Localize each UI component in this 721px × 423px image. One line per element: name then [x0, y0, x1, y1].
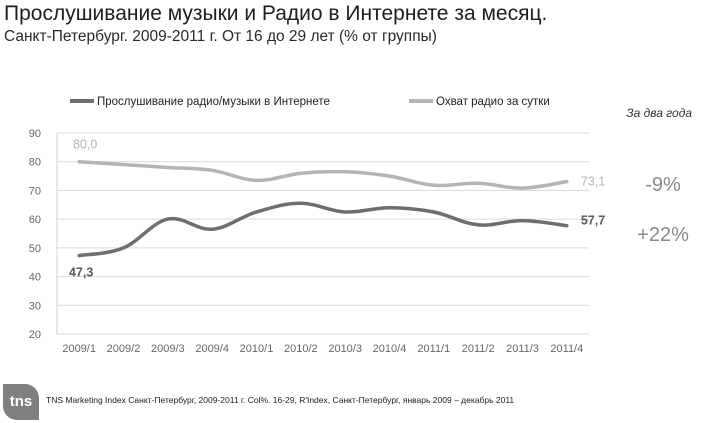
legend-item-internet: Прослушивание радио/музыки в Интернете	[97, 96, 330, 108]
logo-text: tns	[9, 393, 33, 410]
y-tick-label: 60	[29, 214, 41, 226]
x-tick-label: 2009/2	[107, 343, 141, 355]
y-tick-label: 20	[29, 329, 41, 341]
y-axis-ticks: 20 30 40 50 60 70 80 90	[29, 128, 41, 341]
tns-logo: tns	[3, 384, 39, 420]
x-tick-label: 2009/4	[195, 343, 229, 355]
x-tick-label: 2011/3	[506, 343, 539, 355]
x-tick-label: 2011/1	[417, 343, 450, 355]
x-tick-label: 2010/4	[373, 343, 407, 355]
legend-item-radio: Охват радио за сутки	[436, 96, 550, 108]
series-line-internet	[77, 201, 569, 258]
x-axis-ticks: 2009/1 2009/2 2009/3 2009/4 2010/1 2010/2 2010…	[62, 343, 583, 355]
change-internet: +22%	[637, 224, 689, 246]
x-tick-label: 2009/3	[151, 343, 185, 355]
x-tick-label: 2009/1	[62, 343, 96, 355]
data-label-end-radio: 73,1	[581, 175, 605, 189]
y-tick-label: 30	[29, 300, 41, 312]
period-label: За два года	[626, 106, 692, 120]
data-label-start-internet: 47,3	[69, 266, 93, 280]
x-tick-label: 2010/1	[240, 343, 274, 355]
chart-subtitle: Санкт-Петербург. 2009-2011 г. От 16 до 2…	[4, 28, 437, 45]
data-label-end-internet: 57,7	[581, 214, 605, 228]
x-tick-label: 2010/2	[284, 343, 318, 355]
y-tick-label: 90	[29, 128, 41, 140]
change-radio: -9%	[645, 174, 681, 196]
series-line-radio	[77, 159, 569, 190]
x-tick-label: 2011/4	[550, 343, 583, 355]
y-tick-label: 80	[29, 157, 41, 169]
grid	[56, 132, 589, 335]
chart-title: Прослушивание музыки и Радио в Интернете…	[4, 2, 548, 25]
series-lines	[77, 159, 569, 258]
data-label-start-radio: 80,0	[73, 138, 97, 152]
data-labels: 47,3 57,7 80,0 73,1 За два года -9% +22%	[69, 106, 692, 280]
y-tick-label: 50	[29, 243, 41, 255]
y-tick-label: 40	[29, 272, 41, 284]
x-tick-label: 2010/3	[328, 343, 362, 355]
source-note: TNS Marketing Index Санкт-Петербург, 200…	[46, 395, 515, 405]
legend: Прослушивание радио/музыки в Интернете Ох…	[70, 96, 550, 108]
y-tick-label: 70	[29, 185, 41, 197]
x-tick-label: 2011/2	[462, 343, 495, 355]
